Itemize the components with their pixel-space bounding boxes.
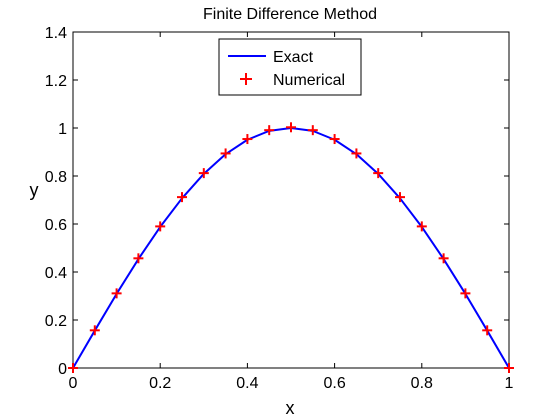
numerical-point — [242, 134, 253, 145]
y-axis-label: y — [30, 180, 39, 200]
legend-exact-label: Exact — [273, 49, 314, 66]
numerical-point — [373, 168, 384, 179]
x-tick-label: 0 — [69, 375, 78, 392]
y-axis-ticks: 0 0.2 0.4 0.6 0.8 1 1.2 1.4 — [45, 25, 509, 378]
numerical-point — [286, 122, 296, 133]
x-tick-label: 1 — [505, 375, 514, 392]
numerical-point — [198, 168, 209, 179]
numerical-point — [307, 125, 318, 136]
y-tick-label: 0.4 — [45, 265, 67, 282]
numerical-point — [482, 325, 493, 336]
numerical-point — [416, 221, 427, 232]
x-axis-label: x — [286, 398, 295, 418]
numerical-point — [460, 288, 471, 299]
numerical-point — [133, 253, 144, 264]
y-tick-label: 1 — [58, 121, 67, 138]
y-tick-label: 0.8 — [45, 169, 67, 186]
y-tick-label: 0.2 — [45, 313, 67, 330]
numerical-point — [220, 148, 231, 159]
numerical-point — [351, 148, 362, 159]
x-axis-ticks: 0 0.2 0.4 0.6 0.8 1 — [69, 32, 514, 392]
x-tick-label: 0.8 — [411, 375, 433, 392]
numerical-point — [504, 363, 514, 373]
numerical-point — [177, 192, 187, 203]
x-tick-label: 0.2 — [149, 375, 171, 392]
numerical-point — [89, 325, 100, 336]
numerical-point — [68, 363, 78, 373]
legend-box — [218, 38, 362, 96]
series-layer — [68, 122, 514, 373]
numerical-point — [395, 192, 405, 203]
numerical-point — [329, 134, 340, 145]
y-tick-label: 0.6 — [45, 217, 67, 234]
x-tick-label: 0.6 — [323, 375, 345, 392]
y-tick-label: 0 — [58, 361, 67, 378]
numerical-point — [264, 125, 275, 136]
numerical-point — [438, 253, 449, 264]
legend-numerical-marker — [240, 73, 252, 85]
chart-title: Finite Difference Method — [203, 6, 377, 23]
y-tick-label: 1.2 — [45, 73, 67, 90]
legend-numerical-label: Numerical — [273, 72, 345, 89]
numerical-point — [155, 221, 166, 232]
y-tick-label: 1.4 — [45, 25, 67, 42]
x-tick-label: 0.4 — [236, 375, 258, 392]
legend: Exact Numerical — [218, 38, 362, 96]
numerical-point — [111, 288, 122, 299]
